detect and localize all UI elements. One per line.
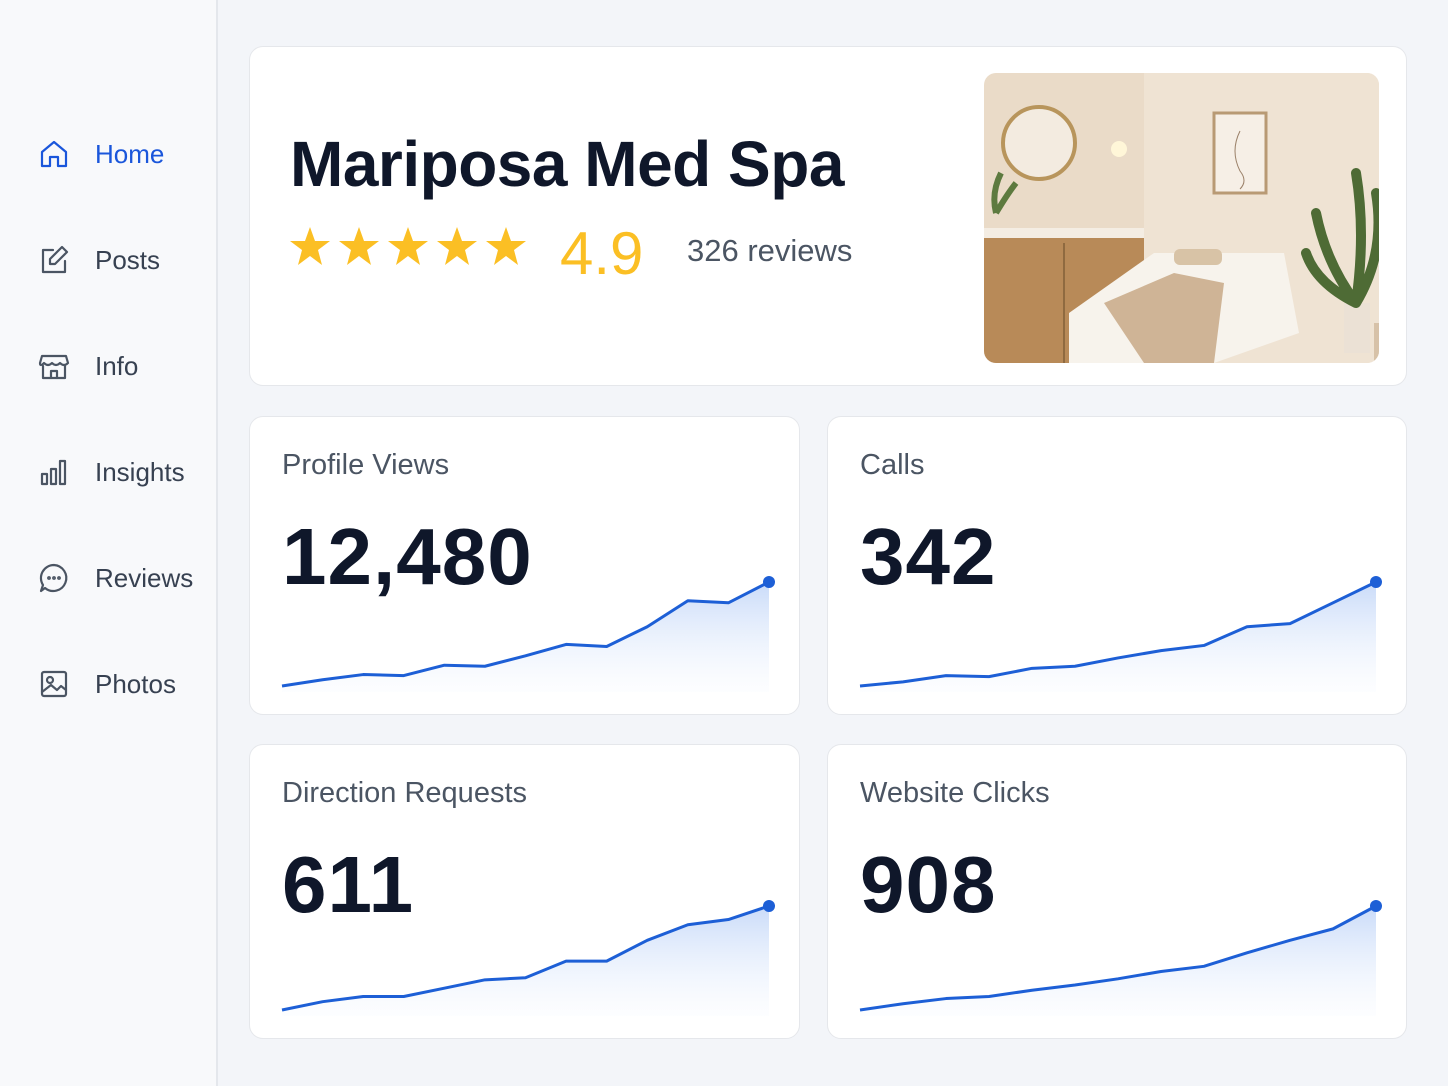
- sparkline-line: [281, 580, 770, 688]
- sparkline-end: [763, 900, 775, 912]
- sparkline-line: [859, 904, 1377, 1012]
- sparkline-area: [282, 582, 769, 692]
- header-card: Mariposa Med Spa 4.9 326 reviews: [249, 46, 1407, 386]
- nav-icon: [40, 459, 67, 486]
- nav-item[interactable]: Info: [38, 348, 138, 384]
- nav-item[interactable]: Insights: [38, 454, 185, 490]
- metric-value: 908: [860, 840, 997, 929]
- sparkline-area: [860, 582, 1376, 692]
- metric-card: Profile Views 12,480: [249, 416, 800, 715]
- review-count: 326 reviews: [687, 233, 853, 268]
- metric-card: Calls 342: [827, 416, 1407, 715]
- sparkline-line: [281, 904, 770, 1012]
- nav-label: Insights: [95, 456, 185, 487]
- metric-label: Calls: [860, 449, 925, 481]
- spa-photo: [984, 73, 1379, 363]
- sparkline-end: [1370, 900, 1382, 912]
- nav-icon: [41, 245, 69, 274]
- nav-label: Posts: [95, 244, 161, 275]
- sparkline: [859, 576, 1382, 692]
- nav-item[interactable]: Photos: [38, 666, 176, 702]
- sidebar: Home Posts Info Insights Reviews Photos: [0, 0, 218, 1086]
- stars: [290, 227, 526, 265]
- nav-label: Photos: [95, 668, 176, 699]
- nav-item[interactable]: Reviews: [38, 560, 193, 596]
- sparkline-end: [763, 576, 775, 588]
- metric-card: Website Clicks 908: [827, 744, 1407, 1039]
- nav-icon: [40, 670, 68, 698]
- sparkline-area: [282, 906, 769, 1016]
- sparkline-end: [1370, 576, 1382, 588]
- metric-value: 342: [860, 512, 997, 601]
- metric-value: 12,480: [282, 512, 533, 601]
- metric-label: Direction Requests: [282, 777, 527, 809]
- sparkline-area: [860, 906, 1376, 1016]
- sparkline: [859, 900, 1382, 1016]
- nav-icon: [38, 354, 70, 380]
- nav-label: Reviews: [95, 562, 194, 593]
- metric-value: 611: [282, 840, 415, 929]
- nav-item[interactable]: Home: [38, 136, 164, 172]
- sparkline: [281, 900, 775, 1016]
- nav-item[interactable]: Posts: [38, 242, 160, 278]
- business-name: Mariposa Med Spa: [290, 128, 844, 200]
- nav-label: Home: [95, 138, 165, 169]
- metric-label: Website Clicks: [860, 777, 1050, 809]
- metric-label: Profile Views: [282, 449, 450, 481]
- rating: 4.9: [560, 220, 644, 287]
- sparkline-line: [859, 580, 1377, 688]
- sparkline: [281, 576, 775, 692]
- metric-card: Direction Requests 611: [249, 744, 800, 1039]
- nav-label: Info: [95, 350, 139, 381]
- nav-icon: [39, 563, 68, 593]
- nav-icon: [40, 140, 68, 168]
